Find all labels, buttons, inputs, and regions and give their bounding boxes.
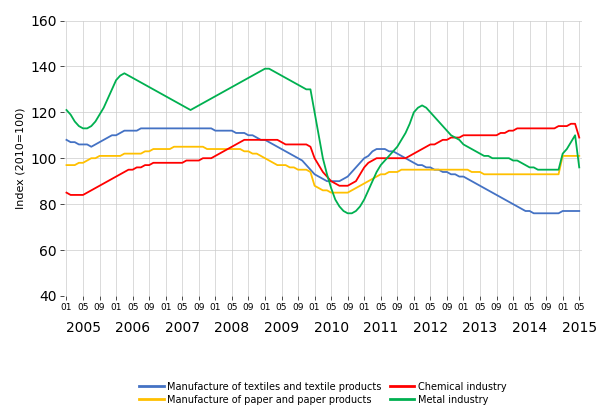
Y-axis label: Index (2010=100): Index (2010=100) bbox=[15, 107, 25, 209]
Legend: Manufacture of textiles and textile products, Manufacture of paper and paper pro: Manufacture of textiles and textile prod… bbox=[135, 378, 510, 409]
